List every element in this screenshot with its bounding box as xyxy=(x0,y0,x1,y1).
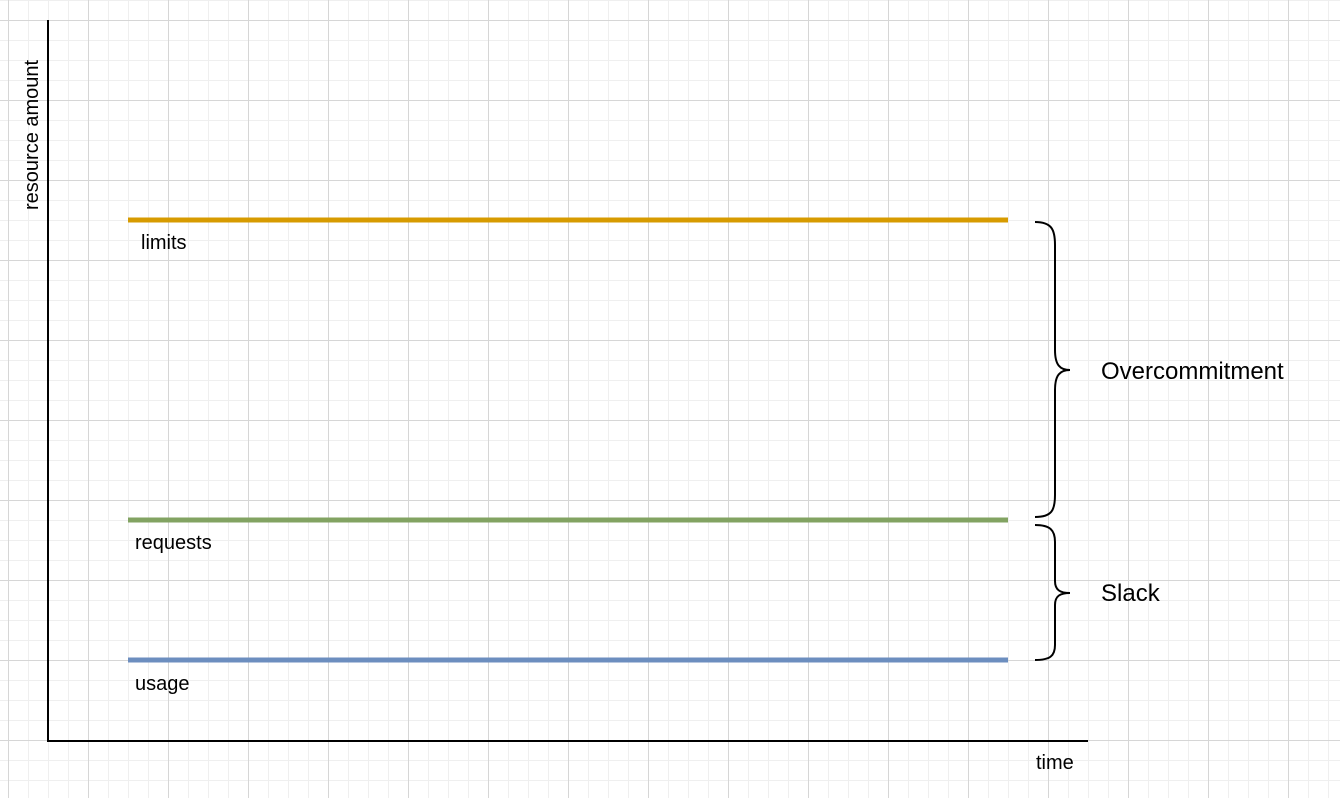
usage-label: usage xyxy=(135,673,190,695)
x-axis-label: time xyxy=(1036,752,1074,774)
requests-label: requests xyxy=(135,532,212,554)
slack-brace xyxy=(1034,524,1071,661)
y-axis-label: resource amount xyxy=(21,59,43,210)
slack-label: Slack xyxy=(1101,580,1161,607)
limits-label: limits xyxy=(141,232,187,254)
overcommitment-brace xyxy=(1034,221,1071,518)
overcommitment-label: Overcommitment xyxy=(1101,358,1284,385)
